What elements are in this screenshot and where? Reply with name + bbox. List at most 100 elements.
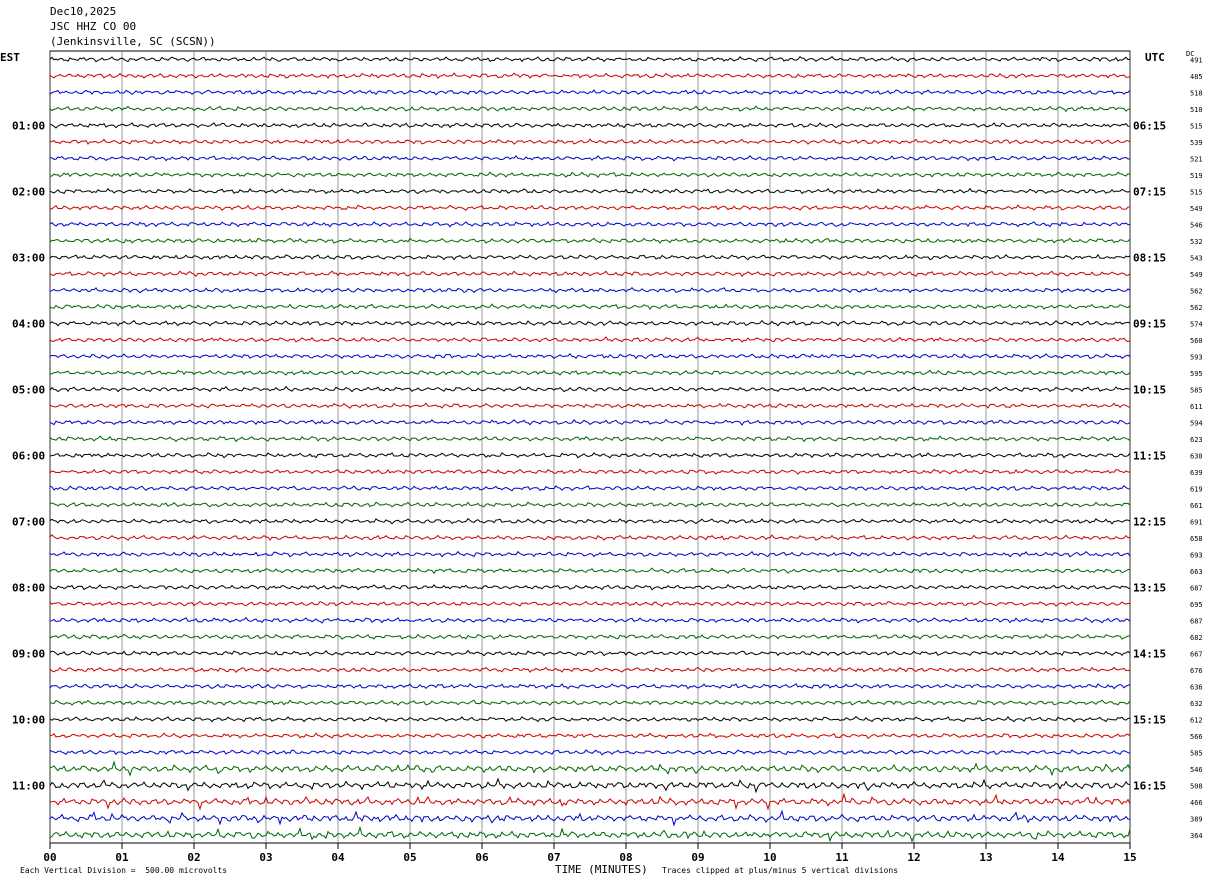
utc-hour-label: 06:15 xyxy=(1133,119,1166,132)
header-date: Dec10,2025 xyxy=(50,5,117,18)
x-tick-label: 04 xyxy=(331,851,345,864)
seismic-trace xyxy=(49,72,1131,80)
x-tick-label: 15 xyxy=(1123,851,1136,864)
est-hour-label: 05:00 xyxy=(12,383,45,396)
dc-offset-label: 623 xyxy=(1190,436,1203,444)
seismic-trace xyxy=(49,204,1131,212)
seismic-trace xyxy=(49,649,1131,657)
dc-offset-label: 611 xyxy=(1190,403,1203,411)
seismic-trace xyxy=(49,187,1131,195)
clip-note: Traces clipped at plus/minus 5 vertical … xyxy=(662,866,899,875)
est-hour-label: 02:00 xyxy=(12,185,45,198)
seismic-trace xyxy=(49,303,1131,310)
header-location: (Jenkinsville, SC (SCSN)) xyxy=(50,35,216,48)
seismic-trace xyxy=(49,452,1131,459)
dc-offset-label: 667 xyxy=(1190,650,1203,658)
dc-offset-label: 466 xyxy=(1190,799,1203,807)
seismic-trace xyxy=(49,385,1131,393)
seismic-trace xyxy=(49,683,1131,690)
dc-offset-label: 562 xyxy=(1190,304,1203,312)
seismic-trace xyxy=(49,760,1131,777)
seismic-trace xyxy=(49,666,1131,673)
seismic-trace xyxy=(49,319,1131,327)
seismic-trace xyxy=(49,550,1131,558)
seismic-trace xyxy=(49,715,1131,723)
dc-offset-label: 549 xyxy=(1190,271,1203,279)
seismic-trace xyxy=(49,155,1130,162)
dc-offset-label: 566 xyxy=(1190,733,1203,741)
seismic-trace xyxy=(49,809,1131,827)
x-tick-label: 01 xyxy=(115,851,129,864)
header-station: JSC HHZ CO 00 xyxy=(50,20,137,33)
seismic-trace xyxy=(49,221,1131,228)
dc-offset-label: 682 xyxy=(1190,634,1203,642)
x-tick-label: 14 xyxy=(1051,851,1065,864)
seismic-trace xyxy=(49,435,1131,443)
utc-zone-label: UTC xyxy=(1145,51,1165,64)
dc-offset-label: 691 xyxy=(1190,518,1203,526)
dc-offset-label: 546 xyxy=(1190,221,1203,229)
dc-offset-label: 687 xyxy=(1190,617,1203,625)
seismic-trace xyxy=(49,517,1131,525)
dc-offset-label: 593 xyxy=(1190,353,1203,361)
scale-note: Each Vertical Division = 500.00 microvol… xyxy=(20,866,228,875)
dc-offset-label: 639 xyxy=(1190,469,1203,477)
dc-offset-label: 549 xyxy=(1190,205,1203,213)
dc-offset-label: 389 xyxy=(1190,815,1203,823)
seismic-trace xyxy=(49,792,1131,811)
seismic-trace xyxy=(49,402,1131,409)
est-hour-label: 06:00 xyxy=(12,449,45,462)
est-zone-label: EST xyxy=(0,51,20,64)
utc-hour-label: 16:15 xyxy=(1133,779,1166,792)
est-hour-label: 03:00 xyxy=(12,251,45,264)
est-hour-label: 07:00 xyxy=(12,515,45,528)
x-tick-label: 09 xyxy=(691,851,704,864)
dc-offset-label: 515 xyxy=(1190,188,1203,196)
seismic-trace xyxy=(49,484,1131,492)
dc-offset-label: 687 xyxy=(1190,584,1203,592)
dc-offset-label: 546 xyxy=(1190,766,1203,774)
seismic-trace xyxy=(49,699,1131,706)
utc-hour-label: 09:15 xyxy=(1133,317,1166,330)
dc-offset-label: 515 xyxy=(1190,122,1203,130)
seismic-trace xyxy=(49,534,1131,541)
dc-offset-label: 519 xyxy=(1190,172,1203,180)
dc-offset-label: 676 xyxy=(1190,667,1203,675)
utc-hour-label: 10:15 xyxy=(1133,383,1166,396)
est-hour-label: 08:00 xyxy=(12,581,45,594)
seismic-trace xyxy=(49,253,1131,261)
x-axis-title: TIME (MINUTES) xyxy=(555,863,648,876)
seismic-trace xyxy=(49,468,1130,475)
dc-offset-label: 518 xyxy=(1190,89,1203,97)
x-tick-label: 07 xyxy=(547,851,560,864)
x-tick-label: 06 xyxy=(475,851,489,864)
est-hour-label: 10:00 xyxy=(12,713,45,726)
dc-offset-label: 521 xyxy=(1190,155,1203,163)
dc-offset-label: 585 xyxy=(1190,386,1203,394)
dc-offset-label: 574 xyxy=(1190,320,1203,328)
seismic-trace xyxy=(49,105,1131,113)
seismic-trace xyxy=(49,336,1131,343)
dc-offset-label: 630 xyxy=(1190,452,1203,460)
dc-offset-label: 612 xyxy=(1190,716,1203,724)
seismic-trace xyxy=(49,418,1131,426)
utc-hour-label: 08:15 xyxy=(1133,251,1166,264)
dc-offset-label: 364 xyxy=(1190,832,1203,840)
x-tick-label: 08 xyxy=(619,851,632,864)
x-tick-label: 03 xyxy=(259,851,272,864)
dc-offset-label: 560 xyxy=(1190,337,1203,345)
est-hour-label: 11:00 xyxy=(12,779,45,792)
dc-offset-label: 491 xyxy=(1190,56,1203,64)
seismic-trace xyxy=(49,237,1131,244)
utc-hour-label: 13:15 xyxy=(1133,581,1166,594)
est-hour-label: 01:00 xyxy=(12,119,45,132)
seismic-traces xyxy=(49,56,1131,843)
seismic-trace xyxy=(49,777,1131,794)
seismic-trace xyxy=(49,600,1131,607)
dc-offset-label: 539 xyxy=(1190,139,1203,147)
seismic-trace xyxy=(49,352,1131,360)
dc-offset-label: 663 xyxy=(1190,568,1203,576)
x-tick-label: 02 xyxy=(187,851,200,864)
est-hour-label: 04:00 xyxy=(12,317,45,330)
x-tick-label: 05 xyxy=(403,851,416,864)
